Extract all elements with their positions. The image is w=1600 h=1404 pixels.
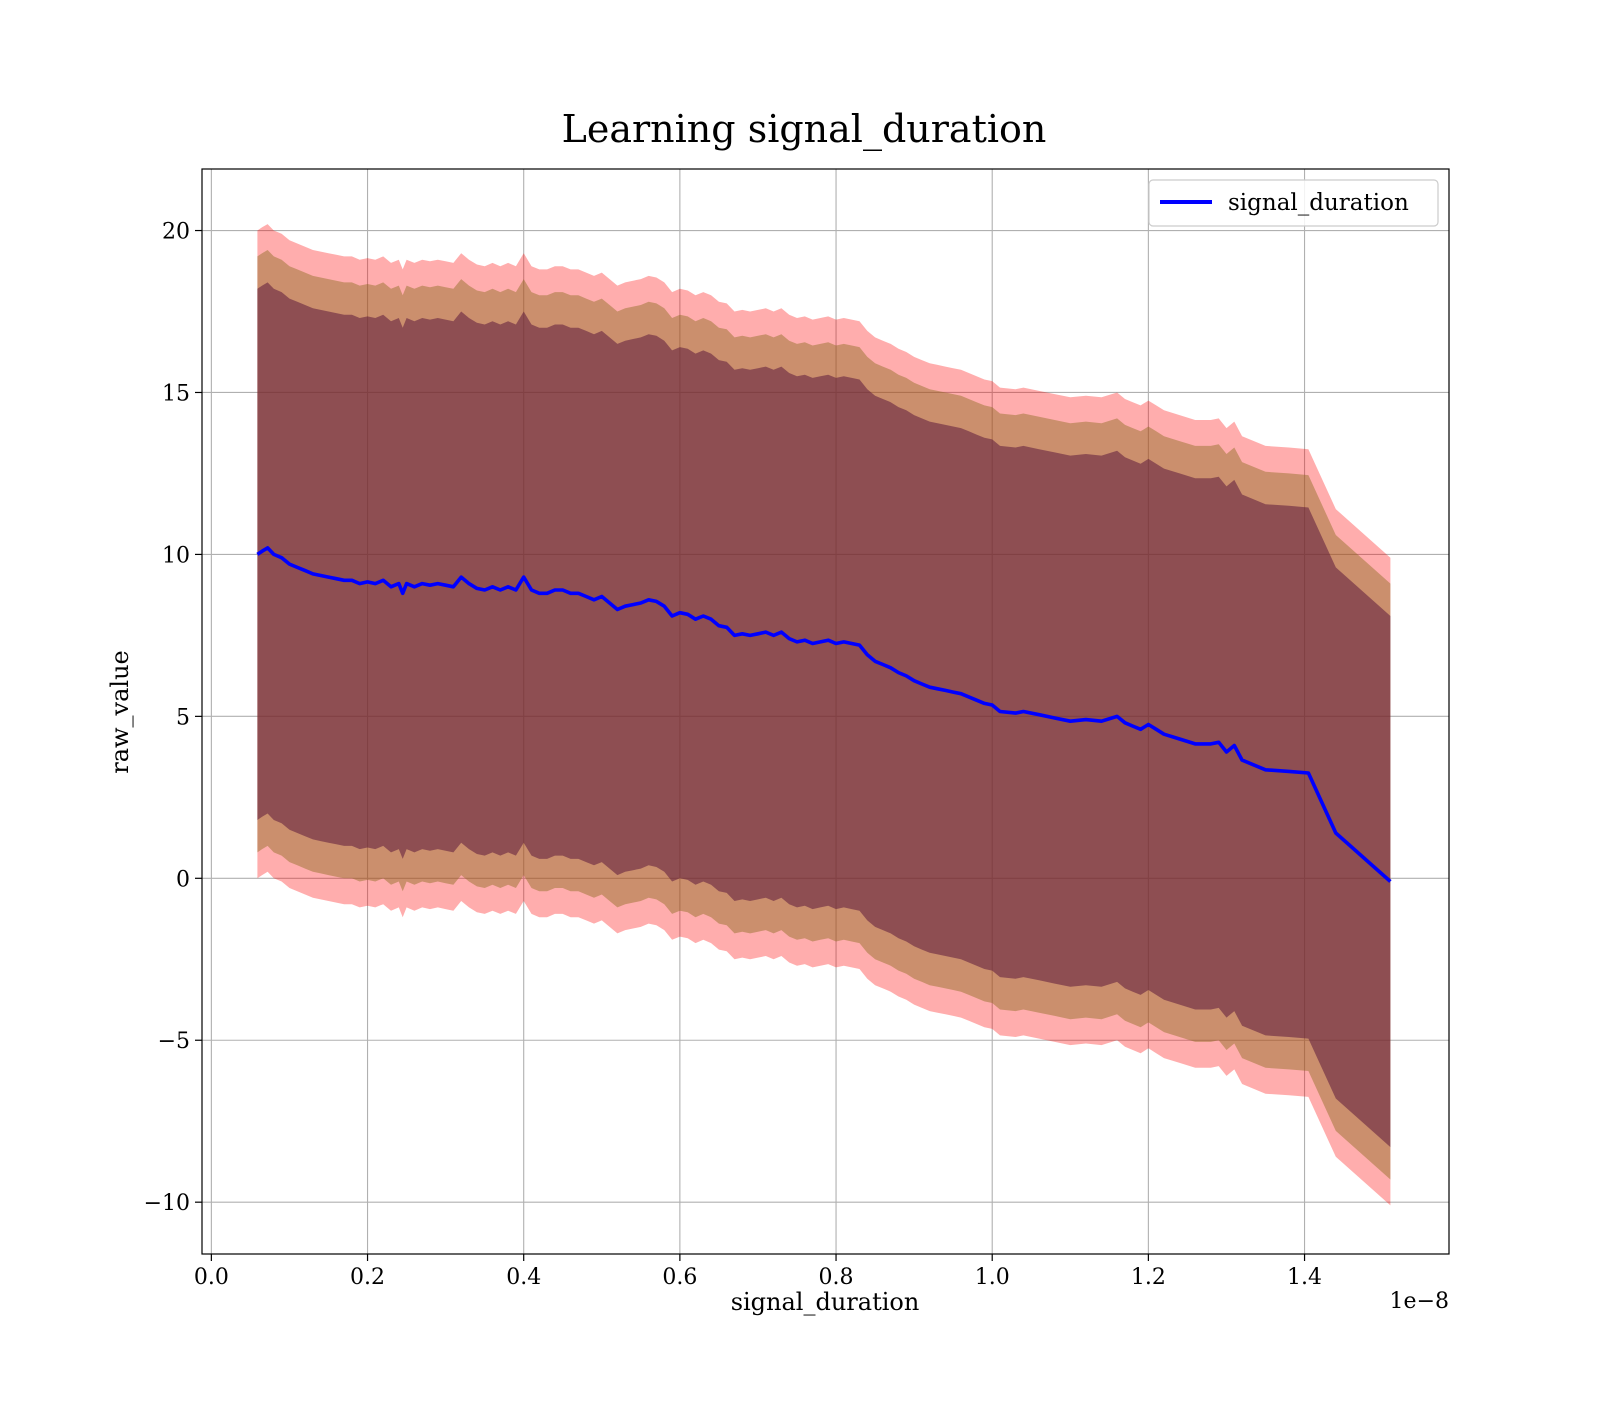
plot-frame [201, 168, 1450, 1255]
series-lines [256, 546, 1392, 883]
y-tick-label: 5 [176, 705, 190, 730]
y-tick-label: 10 [162, 543, 190, 568]
chart-title: Learning signal_duration [562, 107, 1047, 152]
y-tick-label: 0 [176, 867, 190, 892]
legend: signal_duration [1148, 179, 1439, 227]
x-axis-label: signal_duration [731, 1288, 920, 1316]
legend-label-signal-duration: signal_duration [1228, 190, 1409, 216]
x-tick-label: 0.2 [350, 1265, 385, 1290]
y-tick-label: 20 [162, 220, 190, 245]
x-axis: 0.0 0.2 0.4 0.6 0.8 1.0 1.2 1.4 [194, 1254, 1322, 1290]
x-tick-label: 0.4 [506, 1265, 541, 1290]
y-tick-label: −10 [144, 1191, 190, 1216]
x-tick-label: 1.4 [1287, 1265, 1322, 1290]
legend-box [1148, 179, 1439, 227]
band-inner [257, 282, 1391, 1148]
y-tick-label: −5 [158, 1029, 190, 1054]
y-axis: −10 −5 0 5 10 15 20 [144, 220, 202, 1216]
x-axis-offset-label: 1e−8 [1390, 1289, 1449, 1314]
x-tick-label: 0.8 [819, 1265, 854, 1290]
x-tick-label: 1.0 [975, 1265, 1010, 1290]
y-axis-label: raw_value [106, 650, 134, 774]
series-line-signal-duration [256, 546, 1392, 883]
uncertainty-bands [257, 224, 1391, 1206]
x-tick-label: 0.0 [194, 1265, 229, 1290]
x-tick-label: 1.2 [1131, 1265, 1166, 1290]
x-tick-label: 0.6 [662, 1265, 697, 1290]
y-tick-label: 15 [162, 381, 190, 406]
